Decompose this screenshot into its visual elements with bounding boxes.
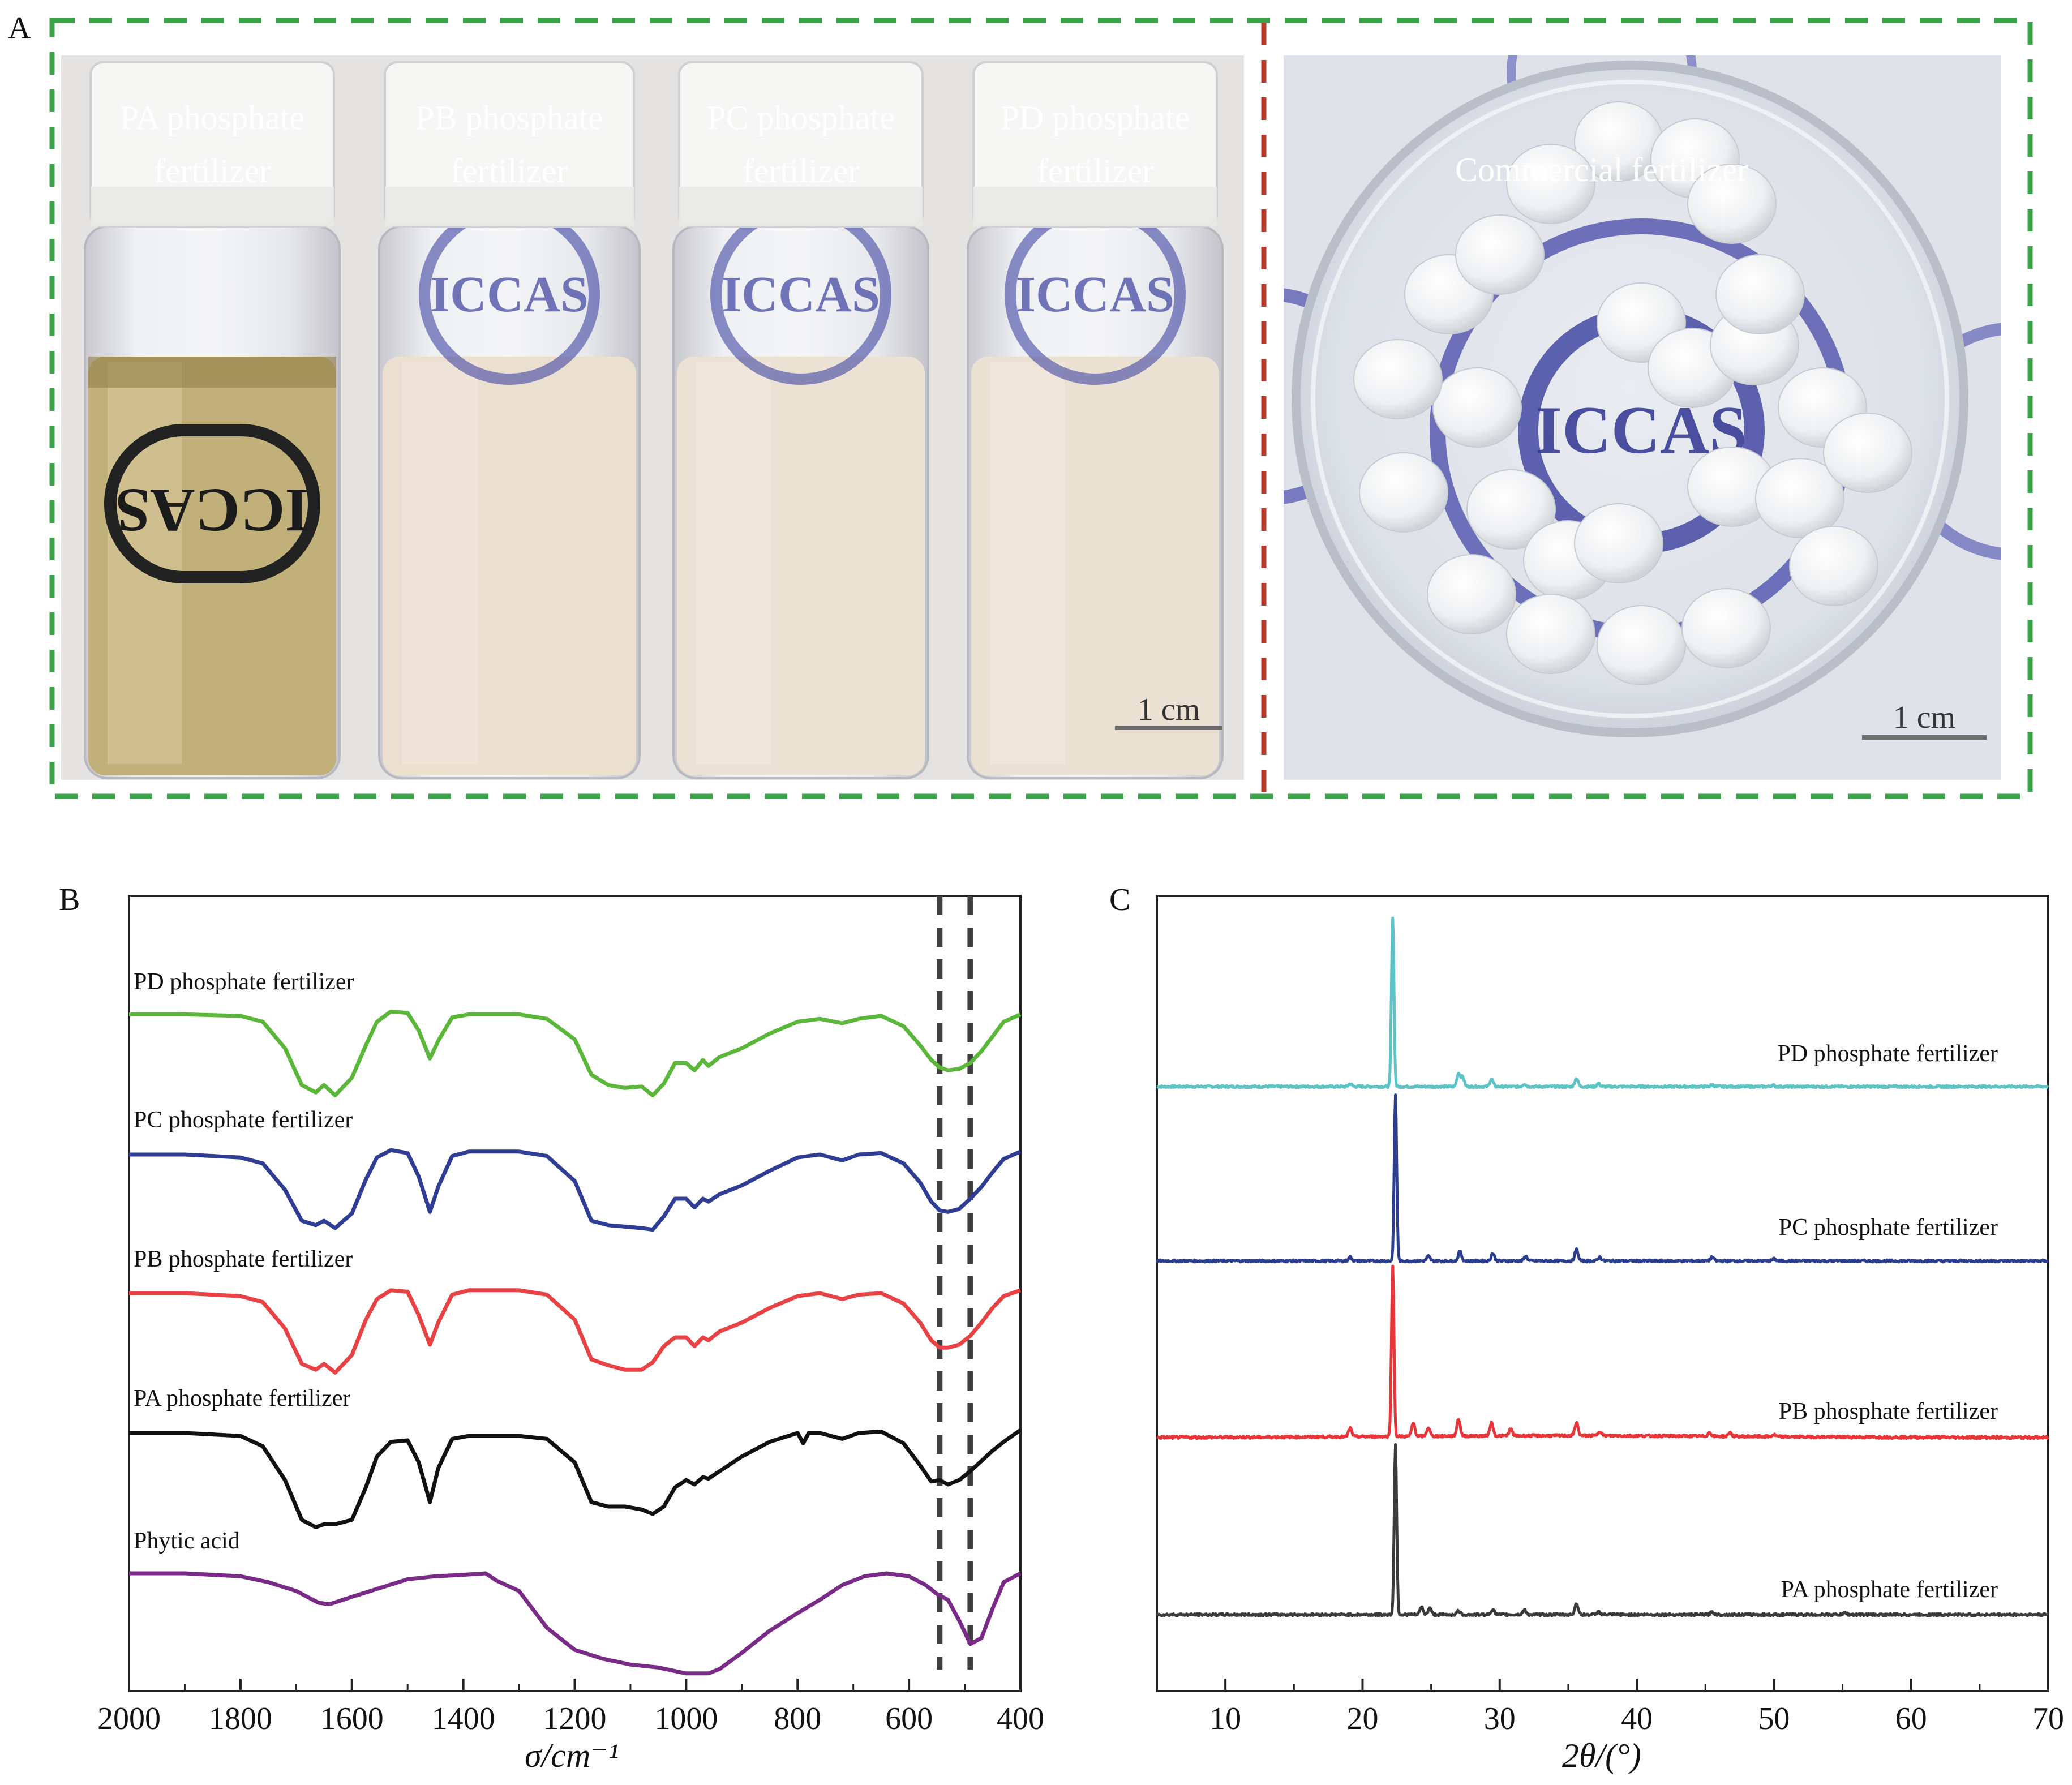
vial-label-3-line1: PC phosphate xyxy=(707,99,895,136)
vial-4: ICCAS PD phosphate fertilizer xyxy=(967,61,1224,779)
panel-b-letter: B xyxy=(59,882,80,917)
panel-a: A ICCAS PA phosphate fertilizer ICCAS PB pho… xyxy=(8,11,2033,799)
ftir-x-tick-label-1: 2000 xyxy=(97,1701,161,1736)
vial-scale-bar: 1 cm xyxy=(1115,692,1222,730)
ftir-series-label-1: PD phosphate fertilizer xyxy=(134,969,354,995)
ftir-x-tick-label-4: 1400 xyxy=(432,1701,495,1736)
vial-3: ICCAS PC phosphate fertilizer xyxy=(672,61,929,779)
panel-c-x-axis-label: 2θ/(°) xyxy=(1562,1737,1641,1774)
ftir-x-tick-label-3: 1600 xyxy=(320,1701,384,1736)
vial-label-2-line1: PB phosphate xyxy=(415,99,603,136)
ftir-series-label-2: PC phosphate fertilizer xyxy=(134,1107,353,1133)
xrd-series-1 xyxy=(1156,916,2049,1089)
svg-text:ICCAS: ICCAS xyxy=(722,267,880,323)
xrd-series-2 xyxy=(1155,1093,2049,1264)
xrd-x-tick-label-7: 70 xyxy=(2032,1701,2064,1736)
xrd-x-tick-label-4: 40 xyxy=(1621,1701,1653,1736)
ftir-series-2 xyxy=(129,1148,1022,1232)
xrd-x-tick-label-6: 60 xyxy=(1895,1701,1927,1736)
ftir-series-label-4: PA phosphate fertilizer xyxy=(134,1385,350,1411)
xrd-x-tick-label-3: 30 xyxy=(1484,1701,1516,1736)
panel-c-axes-frame xyxy=(1156,895,2049,1692)
vial-1: ICCAS PA phosphate fertilizer xyxy=(84,61,341,779)
panel-a-letter: A xyxy=(8,11,31,46)
ftir-series-4 xyxy=(129,1428,1022,1529)
panel-c-letter: C xyxy=(1109,882,1130,917)
vial-label-4-line1: PD phosphate xyxy=(1001,99,1190,136)
ftir-series-5 xyxy=(129,1571,1022,1676)
panel-b-x-axis-label: σ/cm⁻¹ xyxy=(525,1737,619,1774)
xrd-x-tick-label-2: 20 xyxy=(1346,1701,1378,1736)
dish-scale-bar: 1 cm xyxy=(1862,700,1987,740)
xrd-series-label-1: PD phosphate fertilizer xyxy=(1777,1041,1998,1067)
svg-text:ICCAS: ICCAS xyxy=(115,476,309,545)
ftir-x-tick-label-8: 600 xyxy=(885,1701,933,1736)
xrd-series-3 xyxy=(1156,1264,2050,1440)
svg-text:ICCAS: ICCAS xyxy=(1016,267,1174,323)
dish-photo: ICCAS Commercial fertilizer xyxy=(1284,55,2001,780)
vial-scale-label: 1 cm xyxy=(1138,692,1200,727)
ftir-x-tick-label-9: 400 xyxy=(997,1701,1044,1736)
vial-label-4-line2: fertilizer xyxy=(1037,152,1154,190)
vial-label-1-line2: fertilizer xyxy=(154,152,271,190)
xrd-series-4 xyxy=(1155,1443,2050,1617)
ftir-series-label-5: Phytic acid xyxy=(134,1528,240,1554)
svg-text:ICCAS: ICCAS xyxy=(430,267,589,323)
vial-photo: ICCAS PA phosphate fertilizer ICCAS PB phosp… xyxy=(61,55,1244,780)
xrd-series-label-4: PA phosphate fertilizer xyxy=(1781,1577,1998,1603)
xrd-x-tick-label-1: 10 xyxy=(1209,1701,1241,1736)
ftir-x-tick-label-7: 800 xyxy=(774,1701,821,1736)
vial-label-2-line2: fertilizer xyxy=(451,152,568,190)
dish-scale-label: 1 cm xyxy=(1893,700,1955,735)
ftir-x-tick-label-2: 1800 xyxy=(209,1701,272,1736)
vial-2: ICCAS PB phosphate fertilizer xyxy=(378,61,641,779)
vial-label-1-line1: PA phosphate xyxy=(120,99,304,136)
dish-label: Commercial fertilizer xyxy=(1455,151,1748,188)
panel-a-border xyxy=(49,18,2033,799)
panel-c: C 10 20 30 40 50 60 70 PD phosphate fertilizer… xyxy=(1109,882,2064,1774)
vial-label-3-line2: fertilizer xyxy=(743,152,860,190)
xrd-series-label-2: PC phosphate fertilizer xyxy=(1779,1215,1998,1241)
xrd-series-label-3: PB phosphate fertilizer xyxy=(1779,1398,1998,1424)
panel-b: B 2000 1800 1600 1400 1200 1000 800 600 400 PD p… xyxy=(59,882,1044,1774)
ftir-series-3 xyxy=(129,1288,1022,1375)
ftir-series-label-3: PB phosphate fertilizer xyxy=(134,1246,353,1272)
ftir-series-1 xyxy=(129,1009,1022,1097)
ftir-x-tick-label-5: 1200 xyxy=(543,1701,607,1736)
xrd-x-tick-label-5: 50 xyxy=(1758,1701,1790,1736)
ftir-x-tick-label-6: 1000 xyxy=(654,1701,718,1736)
